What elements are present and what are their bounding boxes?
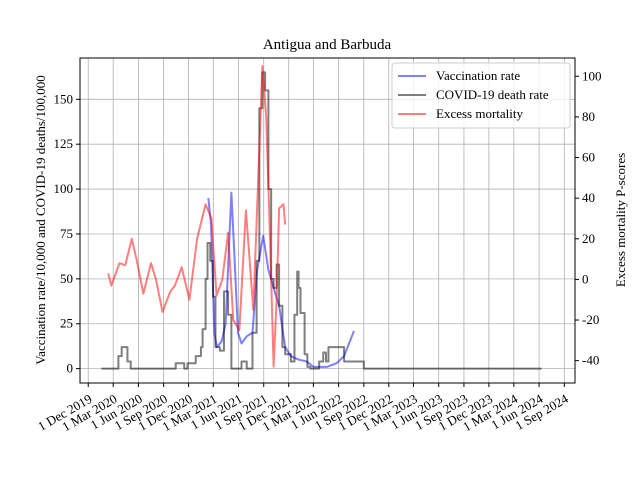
y2-tick-label: 60 (582, 150, 595, 165)
y-tick-label: 125 (54, 136, 74, 151)
legend-label: Vaccination rate (436, 68, 520, 83)
y-tick-label: 50 (60, 271, 73, 286)
y2-tick-label: 20 (582, 231, 595, 246)
y-tick-label: 25 (60, 316, 73, 331)
chart-title: Antigua and Barbuda (263, 37, 392, 53)
y2-tick-label: 80 (582, 109, 595, 124)
legend-label: COVID-19 death rate (436, 87, 549, 102)
series-line (101, 71, 542, 370)
plot-lines (101, 65, 542, 370)
y2-axis-label: Excess mortality P-scores (613, 153, 628, 287)
plot-frame (79, 57, 576, 384)
y2-tick-label: -20 (582, 312, 599, 327)
y2-tick-label: 100 (582, 68, 602, 83)
grid (80, 58, 575, 383)
legend: Vaccination rate COVID-19 death rate Exces… (391, 62, 571, 129)
y2-tick-label: 0 (582, 271, 589, 286)
y-tick-label: 100 (54, 181, 74, 196)
legend-box (391, 62, 571, 129)
legend-label: Excess mortality (436, 106, 524, 121)
y-axis-label: Vaccination rate/10,000 and COVID-19 dea… (33, 75, 48, 365)
y-tick-label: 150 (54, 91, 74, 106)
y2-tick-label: 40 (582, 190, 595, 205)
y-tick-label: 75 (60, 226, 73, 241)
y-tick-label: 0 (67, 361, 74, 376)
series-line (107, 65, 287, 368)
y2-tick-label: -40 (582, 353, 599, 368)
